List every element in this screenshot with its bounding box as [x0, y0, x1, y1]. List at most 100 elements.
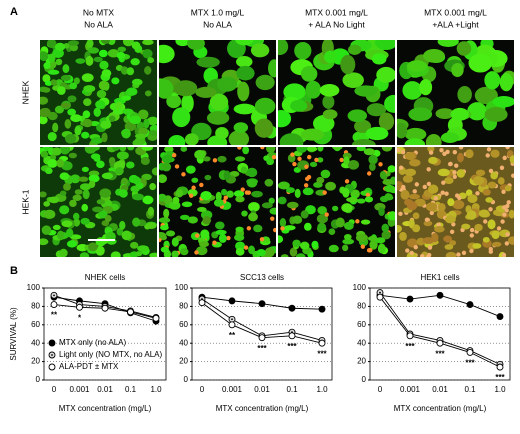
cell	[347, 159, 360, 170]
cell	[369, 162, 376, 171]
cell	[195, 86, 217, 98]
cell	[56, 158, 65, 168]
nucleus	[488, 246, 493, 252]
nucleus	[501, 189, 506, 194]
data-point	[406, 332, 414, 340]
cell	[342, 72, 364, 89]
cell	[278, 181, 290, 190]
nucleus	[427, 245, 433, 250]
cell	[425, 202, 438, 212]
micrograph	[397, 147, 514, 257]
cell	[90, 153, 101, 160]
cell	[414, 198, 426, 207]
cell	[92, 206, 104, 213]
cell	[240, 166, 248, 174]
cell	[88, 242, 98, 252]
micrograph	[159, 40, 276, 145]
cell	[342, 187, 350, 198]
cell	[241, 210, 248, 217]
cell	[99, 60, 109, 70]
cell	[161, 162, 172, 172]
cell	[254, 97, 276, 115]
cell	[404, 138, 426, 145]
cell	[85, 55, 94, 66]
cell	[131, 41, 141, 50]
cell	[96, 199, 106, 205]
cell	[341, 203, 353, 213]
nucleus	[501, 252, 507, 257]
cell	[419, 79, 433, 96]
cell	[347, 109, 368, 123]
x-tick-label: 1.0	[150, 385, 162, 394]
data-point	[466, 301, 474, 309]
panel-label: B	[10, 265, 18, 277]
cell	[93, 56, 103, 63]
cell	[119, 147, 127, 152]
cell	[278, 235, 284, 244]
cell	[366, 103, 387, 117]
cell	[437, 40, 459, 47]
cell	[107, 49, 120, 58]
cell	[67, 95, 77, 103]
cell	[84, 147, 97, 154]
cell	[68, 152, 77, 159]
cell	[59, 172, 70, 180]
cell	[444, 244, 454, 250]
cell	[209, 93, 229, 111]
cell	[381, 147, 393, 152]
nucleus	[260, 147, 265, 150]
nucleus	[506, 200, 511, 205]
cell	[149, 252, 157, 257]
cell	[52, 224, 61, 231]
cell	[261, 202, 273, 209]
cell	[69, 199, 77, 208]
cell	[280, 254, 289, 257]
cell	[54, 42, 66, 51]
cell	[360, 219, 371, 225]
cell	[250, 43, 270, 58]
cell	[116, 51, 126, 60]
nucleus	[452, 149, 458, 155]
cell	[355, 233, 368, 242]
cell	[50, 154, 57, 161]
cell	[457, 152, 464, 163]
data-point	[258, 334, 266, 342]
cell	[64, 119, 72, 129]
cell	[233, 103, 256, 115]
cell	[112, 108, 124, 115]
data-point	[228, 321, 236, 329]
nucleus	[259, 237, 265, 242]
micrograph	[159, 147, 276, 257]
cell	[487, 219, 496, 230]
column-header: No ALA	[203, 19, 232, 29]
cell	[340, 54, 356, 75]
legend-label: Light only (NO MTX, no ALA)	[59, 350, 162, 359]
cell	[264, 178, 274, 187]
cell	[253, 224, 263, 233]
cell	[147, 57, 155, 64]
cell	[112, 147, 120, 151]
cell	[81, 73, 94, 82]
cell	[168, 134, 186, 145]
data-point	[318, 305, 326, 313]
cell	[283, 83, 306, 101]
cell	[57, 86, 66, 95]
data-point	[127, 308, 134, 316]
y-tick-label: 80	[179, 302, 188, 311]
cell	[104, 215, 112, 223]
cell	[69, 234, 82, 240]
cell	[82, 118, 93, 128]
cell	[119, 220, 126, 230]
x-tick-label: 0	[378, 385, 383, 394]
nucleus	[496, 226, 502, 231]
cell	[161, 154, 173, 164]
cell	[302, 187, 314, 196]
nucleus	[419, 254, 425, 257]
cell	[434, 226, 445, 233]
cell	[508, 209, 514, 219]
cell	[246, 178, 258, 188]
cell	[491, 230, 500, 240]
cell	[134, 133, 147, 139]
nucleus	[413, 245, 418, 250]
nucleus	[194, 233, 200, 238]
